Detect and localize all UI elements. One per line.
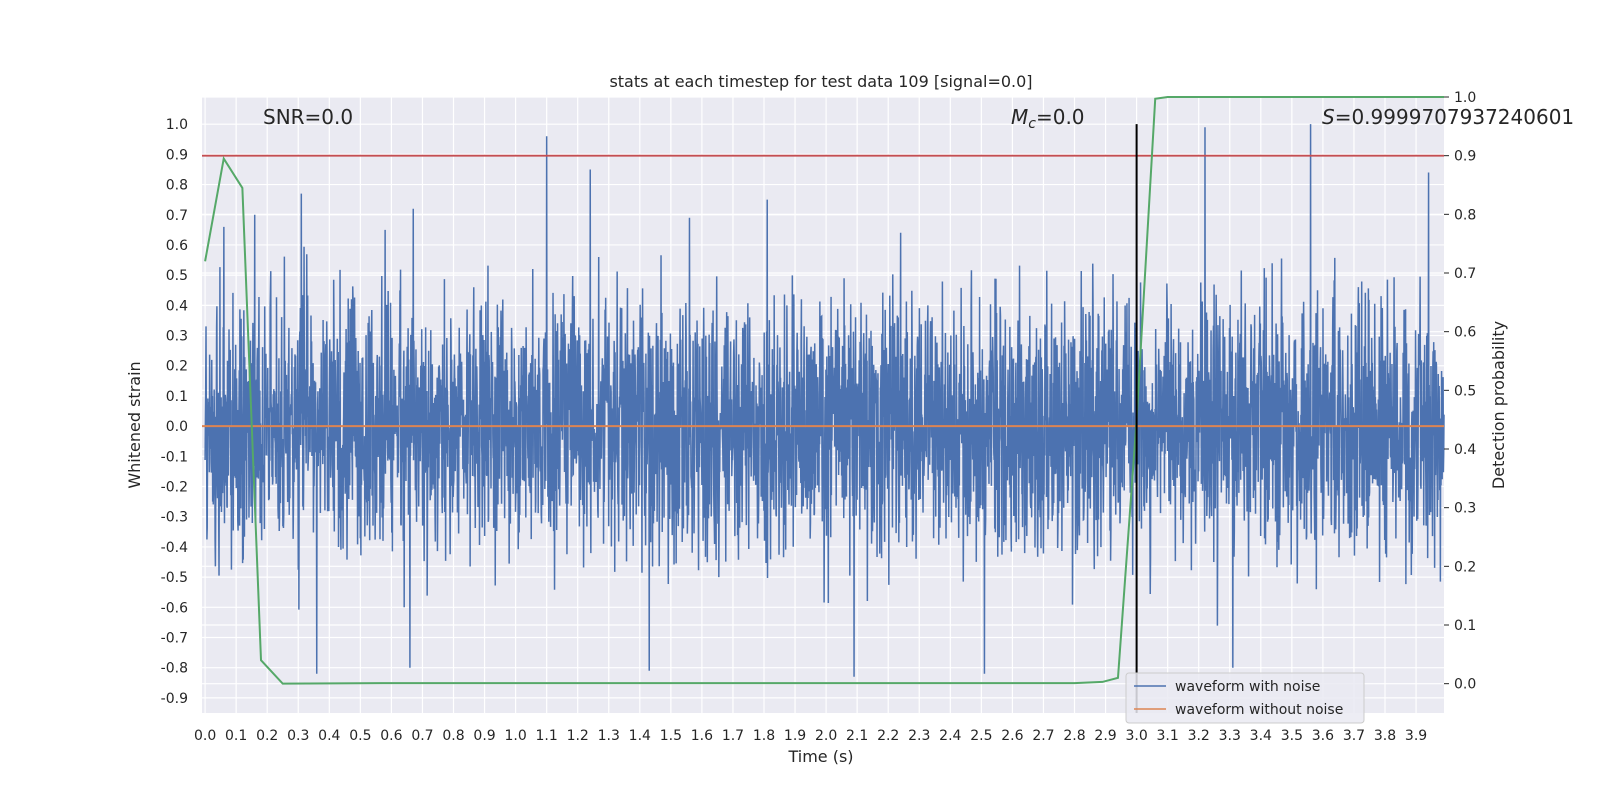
x-tick-label: 3.5 [1281,728,1303,744]
y2-tick-label: 0.0 [1454,677,1476,693]
y2-tick-label: 0.2 [1454,559,1476,575]
x-tick-label: 2.3 [908,728,930,744]
x-tick-label: 2.7 [1032,728,1054,744]
x-tick-label: 0.8 [442,728,464,744]
x-tick-label: 0.6 [380,728,402,744]
y2-tick-label: 0.3 [1454,501,1476,517]
y-tick-label: 0.9 [166,147,188,163]
y2-tick-label: 1.0 [1454,90,1476,106]
x-tick-label: 3.4 [1250,728,1272,744]
y-tick-label: -0.9 [161,691,188,707]
x-tick-label: 3.0 [1125,728,1147,744]
series-waveform-with-noise [204,124,1445,677]
s-value: =0.9999707937240601 [1335,105,1574,129]
x-tick-label: 1.0 [504,728,526,744]
y2-tick-label: 0.1 [1454,618,1476,634]
x-tick-label: 1.2 [567,728,589,744]
y2-tick-label: 0.4 [1454,442,1476,458]
x-tick-label: 3.1 [1157,728,1179,744]
x-tick-label: 3.2 [1188,728,1210,744]
y2-axis-label: Detection probability [1489,321,1508,489]
x-tick-label: 1.8 [753,728,775,744]
y-tick-label: 0.4 [166,298,188,314]
x-tick-label: 2.4 [939,728,961,744]
x-tick-label: 3.3 [1219,728,1241,744]
x-tick-label: 1.6 [691,728,713,744]
y-tick-label: 0.2 [166,359,188,375]
y2-tick-label: 0.7 [1454,266,1476,282]
series-detection-probability [204,96,1444,685]
x-tick-label: 2.9 [1094,728,1116,744]
x-tick-label: 0.7 [411,728,433,744]
y-tick-label: 0.1 [166,389,188,405]
mc-symbol: M [1011,105,1028,129]
x-tick-label: 0.2 [256,728,278,744]
x-tick-label: 3.6 [1312,728,1334,744]
mc-subscript: c [1028,116,1036,132]
x-tick-label: 0.9 [473,728,495,744]
x-tick-label: 0.3 [287,728,309,744]
y-tick-label: -0.6 [161,600,188,616]
legend: waveform with noise waveform without noi… [1125,672,1365,724]
snr-annotation: SNR=0.0 [263,105,353,129]
y-tick-label: -0.2 [161,480,188,496]
x-tick-label: 0.0 [194,728,216,744]
legend-label-clean: waveform without noise [1175,702,1343,718]
mc-annotation: Mc=0.0 [1011,105,1085,132]
x-tick-label: 1.7 [722,728,744,744]
x-tick-label: 3.7 [1343,728,1365,744]
s-symbol: S [1322,105,1335,129]
y-tick-label: -0.3 [161,510,188,526]
x-tick-label: 1.5 [660,728,682,744]
y2-tick-label: 0.6 [1454,325,1476,341]
x-tick-label: 0.1 [225,728,247,744]
x-tick-label: 2.1 [846,728,868,744]
y2-tick-label: 0.8 [1454,207,1476,223]
y-tick-label: 1.0 [166,117,188,133]
x-tick-label: 1.1 [536,728,558,744]
y2-tick-label: 0.5 [1454,383,1476,399]
x-tick-label: 0.5 [349,728,371,744]
legend-label-noise: waveform with noise [1175,679,1320,695]
x-tick-label: 2.0 [815,728,837,744]
y-tick-label: -0.4 [161,540,188,556]
x-tick-label: 1.9 [784,728,806,744]
y-tick-label: -0.5 [161,570,188,586]
x-axis-label: Time (s) [787,747,853,766]
s-annotation: S=0.9999707937240601 [1322,105,1574,129]
x-tick-label: 2.8 [1063,728,1085,744]
y-tick-label: 0.3 [166,329,188,345]
x-tick-label: 1.3 [598,728,620,744]
x-tick-label: 0.4 [318,728,340,744]
chart-title: stats at each timestep for test data 109… [609,72,1032,91]
x-tick-label: 2.5 [970,728,992,744]
y-tick-label: 0.8 [166,178,188,194]
y-tick-label: 0.6 [166,238,188,254]
x-tick-label: 3.8 [1374,728,1396,744]
x-tick-label: 3.9 [1405,728,1427,744]
x-tick-label: 1.4 [629,728,651,744]
y-tick-label: -0.8 [161,661,188,677]
y2-tick-label: 0.9 [1454,149,1476,165]
x-tick-label: 2.2 [877,728,899,744]
y-tick-label: -0.1 [161,449,188,465]
legend-box [1125,672,1365,724]
x-tick-label: 2.6 [1001,728,1023,744]
y-tick-label: 0.0 [166,419,188,435]
mc-value: =0.0 [1036,105,1085,129]
y-axis-label: Whitened strain [125,361,144,488]
y-tick-label: 0.7 [166,208,188,224]
y-tick-label: -0.7 [161,631,188,647]
y-tick-label: 0.5 [166,268,188,284]
